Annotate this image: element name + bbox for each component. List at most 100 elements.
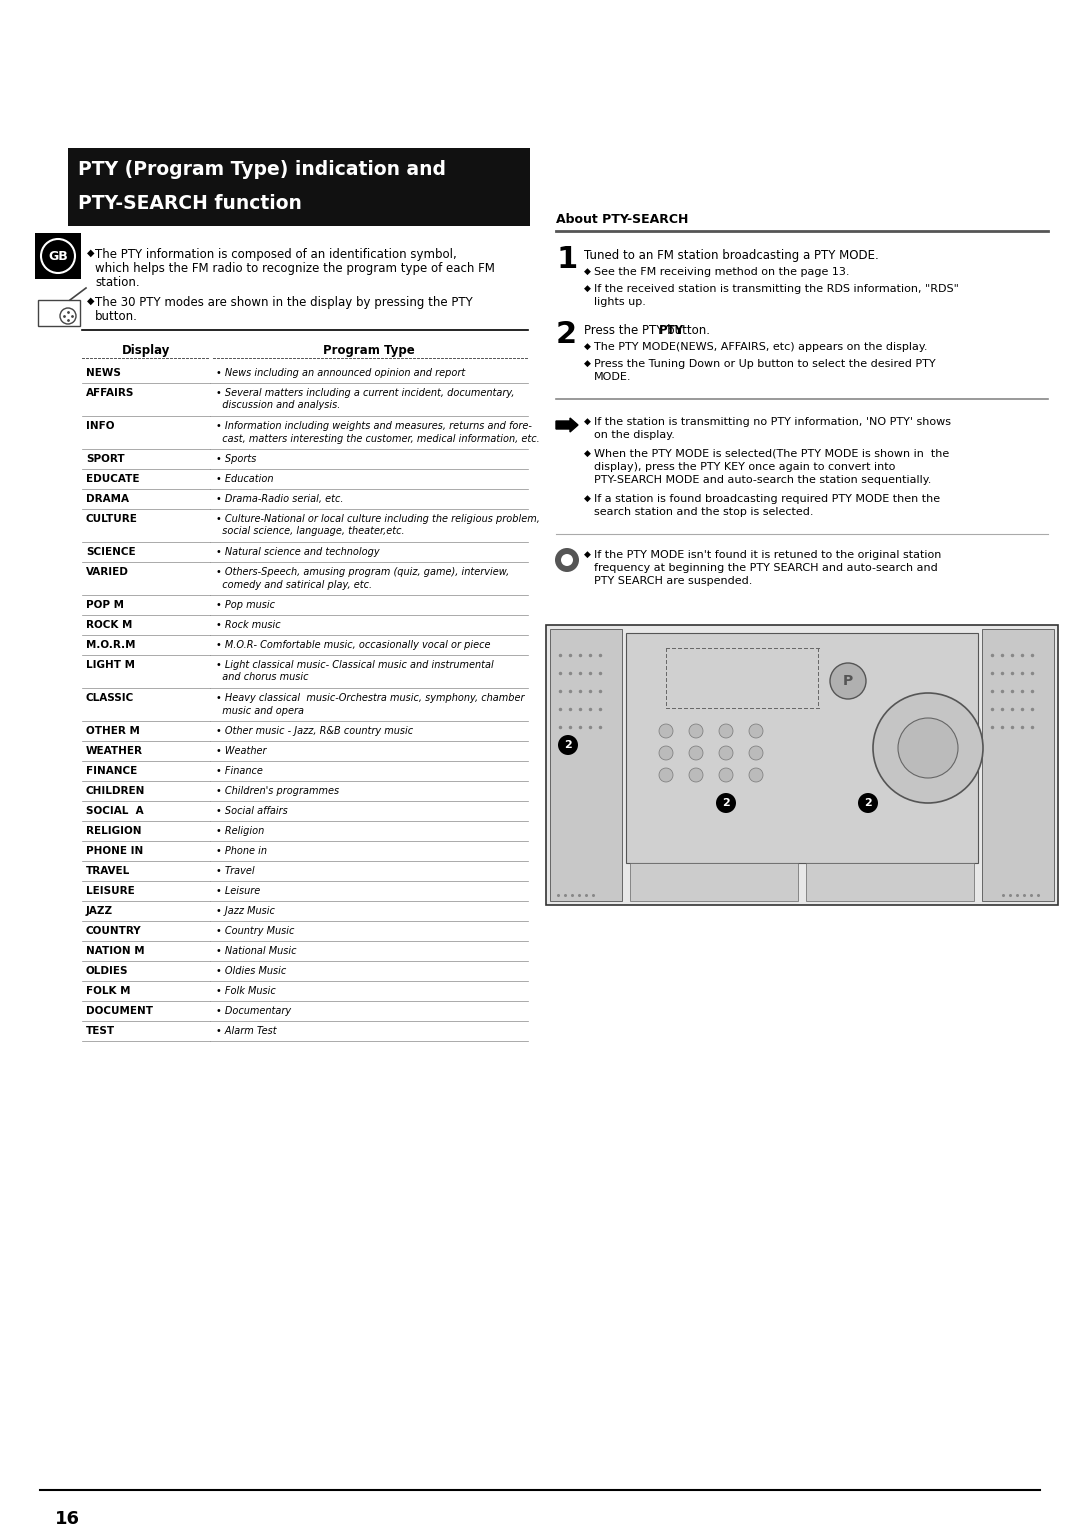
Bar [38,299,80,325]
Text: • Alarm Test: • Alarm Test [216,1025,276,1036]
Text: • Heavy classical  music-Orchestra music, symphony, chamber: • Heavy classical music-Orchestra music,… [216,694,525,703]
Text: If the received station is transmitting the RDS information, "RDS": If the received station is transmitting … [594,284,959,293]
Text: OTHER M: OTHER M [86,726,140,736]
Circle shape [689,724,703,738]
Text: WEATHER: WEATHER [86,746,143,756]
Text: • Education: • Education [216,474,273,484]
Text: • Documentary: • Documentary [216,1005,292,1016]
Text: display), press the PTY KEY once again to convert into: display), press the PTY KEY once again t… [594,461,895,472]
Bar [626,633,978,863]
Text: • Natural science and technology: • Natural science and technology [216,547,380,558]
Text: • Country Music: • Country Music [216,926,295,937]
Text: 2: 2 [723,798,730,808]
Text: VARIED: VARIED [86,567,129,578]
Text: TEST: TEST [86,1025,116,1036]
Text: • Social affairs: • Social affairs [216,805,287,816]
Text: ◆: ◆ [584,449,591,458]
Text: • Travel: • Travel [216,866,255,876]
Circle shape [659,769,673,782]
Text: DOCUMENT: DOCUMENT [86,1005,153,1016]
Text: music and opera: music and opera [216,706,303,715]
Text: ◆: ◆ [584,267,591,277]
Circle shape [750,724,762,738]
Text: button.: button. [95,310,138,322]
Circle shape [659,724,673,738]
Circle shape [831,663,866,698]
Text: PTY SEARCH are suspended.: PTY SEARCH are suspended. [594,576,753,587]
Text: • Jazz Music: • Jazz Music [216,906,275,915]
Text: 16: 16 [55,1510,80,1528]
Circle shape [716,793,735,813]
Text: See the FM receiving method on the page 13.: See the FM receiving method on the page … [594,267,850,277]
Text: COUNTRY: COUNTRY [86,926,141,937]
Text: INFO: INFO [86,422,114,431]
Text: LIGHT M: LIGHT M [86,660,135,669]
Text: • Culture-National or local culture including the religious problem,: • Culture-National or local culture incl… [216,513,540,524]
Circle shape [719,724,733,738]
Bar [35,232,81,280]
Text: Press the Tuning Down or Up button to select the desired PTY: Press the Tuning Down or Up button to se… [594,359,935,368]
Text: cast, matters interesting the customer, medical information, etc.: cast, matters interesting the customer, … [216,434,540,443]
Text: on the display.: on the display. [594,429,675,440]
Text: 1: 1 [556,244,577,274]
Text: comedy and satirical play, etc.: comedy and satirical play, etc. [216,579,373,590]
Polygon shape [556,419,578,432]
Circle shape [858,793,878,813]
Text: • Other music - Jazz, R&B country music: • Other music - Jazz, R&B country music [216,726,414,736]
Text: • Children's programmes: • Children's programmes [216,785,339,796]
Bar [982,630,1054,902]
Text: • Weather: • Weather [216,746,267,756]
Circle shape [719,769,733,782]
Text: ◆: ◆ [584,417,591,426]
Text: If the PTY MODE isn't found it is retuned to the original station: If the PTY MODE isn't found it is retune… [594,550,942,559]
Text: NATION M: NATION M [86,946,145,957]
Text: DRAMA: DRAMA [86,494,129,504]
Circle shape [719,746,733,759]
Bar [68,148,530,226]
Text: • Rock music: • Rock music [216,620,281,630]
Text: CLASSIC: CLASSIC [86,694,134,703]
Text: LEISURE: LEISURE [86,886,135,895]
Text: Press the PTY button.: Press the PTY button. [584,324,710,338]
Text: • Several matters including a current incident, documentary,: • Several matters including a current in… [216,388,514,397]
Text: • Leisure: • Leisure [216,886,260,895]
Text: PTY-SEARCH MODE and auto-search the station sequentially.: PTY-SEARCH MODE and auto-search the stat… [594,475,931,484]
Circle shape [561,555,573,565]
Text: frequency at beginning the PTY SEARCH and auto-search and: frequency at beginning the PTY SEARCH an… [594,562,937,573]
Text: EDUCATE: EDUCATE [86,474,139,484]
Text: PTY-SEARCH function: PTY-SEARCH function [78,194,302,212]
Text: • Pop music: • Pop music [216,601,275,610]
Circle shape [659,746,673,759]
Text: The PTY MODE(NEWS, AFFAIRS, etc) appears on the display.: The PTY MODE(NEWS, AFFAIRS, etc) appears… [594,342,928,351]
Text: When the PTY MODE is selected(The PTY MODE is shown in  the: When the PTY MODE is selected(The PTY MO… [594,449,949,458]
Text: Display: Display [122,344,171,358]
Circle shape [558,735,578,755]
Circle shape [750,769,762,782]
Text: ◆: ◆ [584,342,591,351]
Circle shape [689,769,703,782]
Text: ◆: ◆ [584,494,591,503]
Text: social science, language, theater,etc.: social science, language, theater,etc. [216,527,405,536]
Text: AFFAIRS: AFFAIRS [86,388,134,397]
Text: PTY: PTY [659,324,684,338]
Text: • Sports: • Sports [216,454,256,465]
Text: PTY (Program Type) indication and: PTY (Program Type) indication and [78,160,446,179]
Text: TRAVEL: TRAVEL [86,866,131,876]
Text: • Oldies Music: • Oldies Music [216,966,286,976]
Text: • Finance: • Finance [216,766,262,776]
Text: ◆: ◆ [584,359,591,368]
Text: FINANCE: FINANCE [86,766,137,776]
Bar [550,630,622,902]
Text: lights up.: lights up. [594,296,646,307]
Text: FOLK M: FOLK M [86,986,131,996]
Text: If the station is transmitting no PTY information, 'NO PTY' shows: If the station is transmitting no PTY in… [594,417,951,426]
Text: CHILDREN: CHILDREN [86,785,146,796]
Text: P: P [842,674,853,688]
Text: SCIENCE: SCIENCE [86,547,136,558]
Text: which helps the FM radio to recognize the program type of each FM: which helps the FM radio to recognize th… [95,261,495,275]
Text: discussion and analysis.: discussion and analysis. [216,400,340,411]
Text: • Religion: • Religion [216,827,265,836]
Bar [546,625,1058,905]
Text: OLDIES: OLDIES [86,966,129,976]
Bar [806,863,974,902]
